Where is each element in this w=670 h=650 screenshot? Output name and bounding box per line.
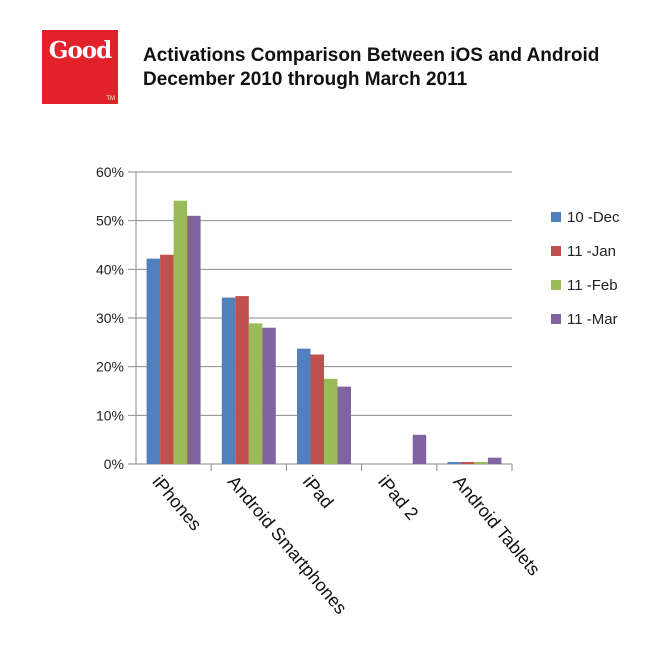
legend-label: 11 -Feb bbox=[567, 277, 618, 294]
bar-2-4 bbox=[474, 462, 488, 464]
legend-swatch bbox=[551, 212, 561, 222]
legend-swatch bbox=[551, 314, 561, 324]
bar-2-0 bbox=[173, 200, 188, 465]
bar-1-0 bbox=[160, 254, 174, 464]
logo-text: Good bbox=[48, 37, 112, 64]
category-label: iPhones bbox=[149, 472, 206, 535]
bar-0-1 bbox=[221, 297, 236, 464]
bar-0-0 bbox=[146, 258, 161, 464]
bar-2-1 bbox=[248, 323, 263, 464]
bar-3-0 bbox=[187, 215, 201, 464]
legend-swatch bbox=[551, 280, 561, 290]
bar-0-4 bbox=[447, 462, 461, 464]
y-tick-label: 20% bbox=[96, 359, 124, 375]
good-logo: Good TM bbox=[42, 30, 118, 104]
bar-1-2 bbox=[310, 354, 324, 464]
category-label: iPad bbox=[299, 472, 337, 512]
legend-label: 11 -Jan bbox=[567, 243, 616, 260]
chart-title-line2: December 2010 through March 2011 bbox=[143, 69, 468, 90]
y-tick-label: 40% bbox=[96, 261, 124, 277]
category-label: iPad 2 bbox=[374, 472, 422, 524]
legend-label: 10 -Dec bbox=[567, 209, 620, 226]
y-tick-label: 0% bbox=[104, 456, 124, 472]
logo-trademark: TM bbox=[106, 96, 115, 102]
legend-label: 11 -Mar bbox=[567, 311, 618, 328]
bar-3-2 bbox=[337, 386, 351, 464]
y-tick-label: 60% bbox=[96, 164, 124, 180]
y-tick-label: 10% bbox=[96, 407, 124, 423]
category-label: Android Tablets bbox=[449, 472, 544, 580]
bar-3-1 bbox=[262, 327, 276, 464]
legend-swatch bbox=[551, 246, 561, 256]
chart-title: Activations Comparison Between iOS and A… bbox=[143, 44, 599, 92]
bar-2-2 bbox=[324, 378, 338, 464]
bar-1-1 bbox=[235, 296, 249, 464]
bar-1-4 bbox=[460, 462, 475, 464]
y-tick-label: 50% bbox=[96, 213, 124, 229]
bar-3-4 bbox=[487, 457, 502, 464]
bar-3-3 bbox=[412, 434, 427, 464]
y-tick-label: 30% bbox=[96, 310, 124, 326]
chart-title-line1: Activations Comparison Between iOS and A… bbox=[143, 45, 600, 66]
bar-0-2 bbox=[297, 348, 311, 464]
